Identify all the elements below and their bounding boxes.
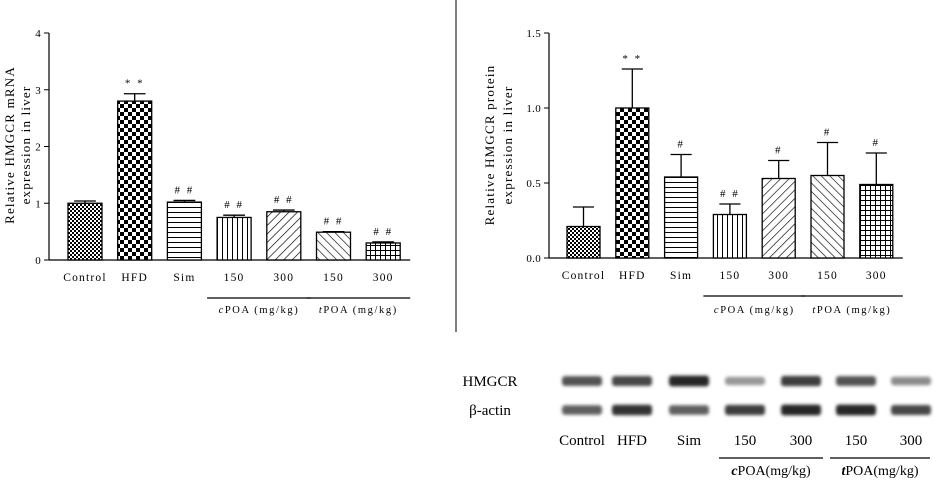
mrna-bar-chart: 0 1 2 3 4 Relative HMGCR mRNA expression in li…: [2, 28, 411, 316]
significance-label: * *: [622, 53, 642, 65]
significance-label: #: [824, 127, 832, 139]
significance-label: # #: [175, 184, 195, 196]
x-tick-label: 150: [817, 270, 838, 282]
bar: [166, 201, 203, 261]
x-tick-label: 300: [866, 270, 887, 282]
significance-label: * *: [125, 78, 145, 90]
bar: [566, 225, 601, 259]
x-tick-label: 150: [323, 272, 344, 284]
blot-lane-label: 150: [845, 433, 868, 449]
bar: [761, 177, 796, 259]
y-axis-label: Relative HMGCR protein: [482, 65, 497, 226]
bar: [315, 231, 352, 261]
blot-band: [669, 375, 709, 387]
bar: [216, 216, 252, 261]
x-tick-label: Sim: [670, 270, 692, 282]
blot-band: [725, 404, 765, 416]
significance-label: #: [873, 137, 881, 149]
blot-band: [781, 404, 821, 416]
significance-label: #: [677, 139, 685, 151]
y-tick-label: 3: [35, 85, 41, 97]
significance-label: # #: [720, 188, 740, 200]
significance-label: # #: [274, 194, 294, 206]
blot-row-label: HMGCR: [462, 374, 517, 390]
y-tick-label: 0.5: [526, 178, 541, 190]
bar: [365, 242, 401, 261]
x-tick-label: 300: [768, 270, 789, 282]
x-tick-label: 300: [373, 272, 394, 284]
blot-band: [836, 376, 876, 386]
significance-label: # #: [224, 199, 244, 211]
protein-bar-chart: 0.0 0.5 1.0 1.5 Relative HMGCR protein expres…: [482, 28, 903, 316]
bar: [859, 183, 894, 259]
x-tick-label: 150: [719, 270, 740, 282]
bar: [663, 176, 699, 259]
significance-label: # #: [324, 216, 344, 228]
y-tick-label: 1.5: [526, 28, 541, 40]
x-tick-label: 150: [224, 272, 245, 284]
blot-band: [669, 405, 709, 415]
significance-label: #: [775, 145, 783, 157]
significance-label: # #: [373, 226, 393, 238]
group-label: tPOA (mg/kg): [319, 305, 398, 316]
blot-band: [562, 405, 602, 415]
y-tick-label: 2: [35, 142, 41, 154]
bar: [810, 174, 845, 259]
group-label: tPOA (mg/kg): [812, 305, 891, 316]
x-tick-label: HFD: [619, 270, 646, 282]
x-tick-label: 300: [273, 272, 294, 284]
bar: [712, 213, 748, 259]
x-tick-label: Control: [63, 272, 107, 284]
y-tick-label: 0.0: [526, 253, 541, 265]
blot-band: [725, 376, 765, 386]
blot-row-label: β-actin: [469, 403, 511, 419]
y-tick-label: 4: [35, 28, 41, 40]
blot-lane-label: HFD: [617, 433, 647, 449]
y-axis-label: Relative HMGCR mRNA: [2, 66, 17, 224]
blot-band: [612, 404, 652, 416]
blot-lane-label: 150: [734, 433, 757, 449]
y-axis-label: expression in liver: [500, 86, 515, 205]
blot-lane-label: Control: [559, 433, 605, 449]
blot-band: [612, 376, 652, 386]
blot-group-label: tPOA(mg/kg): [841, 464, 918, 479]
bar: [615, 107, 650, 259]
y-tick-label: 1.0: [526, 103, 541, 115]
bar: [266, 211, 302, 261]
bar: [117, 100, 153, 261]
y-tick-label: 0: [35, 255, 41, 267]
group-label: cPOA (mg/kg): [219, 305, 300, 316]
y-axis-label: expression in liver: [18, 86, 33, 205]
blot-band: [891, 376, 931, 386]
y-tick-label: 1: [35, 198, 41, 210]
x-tick-label: HFD: [121, 272, 148, 284]
group-label: cPOA (mg/kg): [714, 305, 795, 316]
blot-band: [781, 375, 821, 387]
blot-band: [836, 404, 876, 416]
blot-band: [891, 405, 931, 415]
blot-group-label: cPOA(mg/kg): [731, 464, 811, 479]
blot-lane-label: 300: [900, 433, 923, 449]
western-blot: HMGCR β-actin Control HFD Sim 150 300 150 300 cPO…: [462, 374, 931, 479]
blot-lane-label: 300: [790, 433, 813, 449]
x-tick-label: Sim: [173, 272, 195, 284]
blot-band: [562, 376, 602, 386]
x-tick-label: Control: [562, 270, 606, 282]
blot-lane-label: Sim: [677, 433, 702, 449]
bar: [67, 202, 103, 261]
